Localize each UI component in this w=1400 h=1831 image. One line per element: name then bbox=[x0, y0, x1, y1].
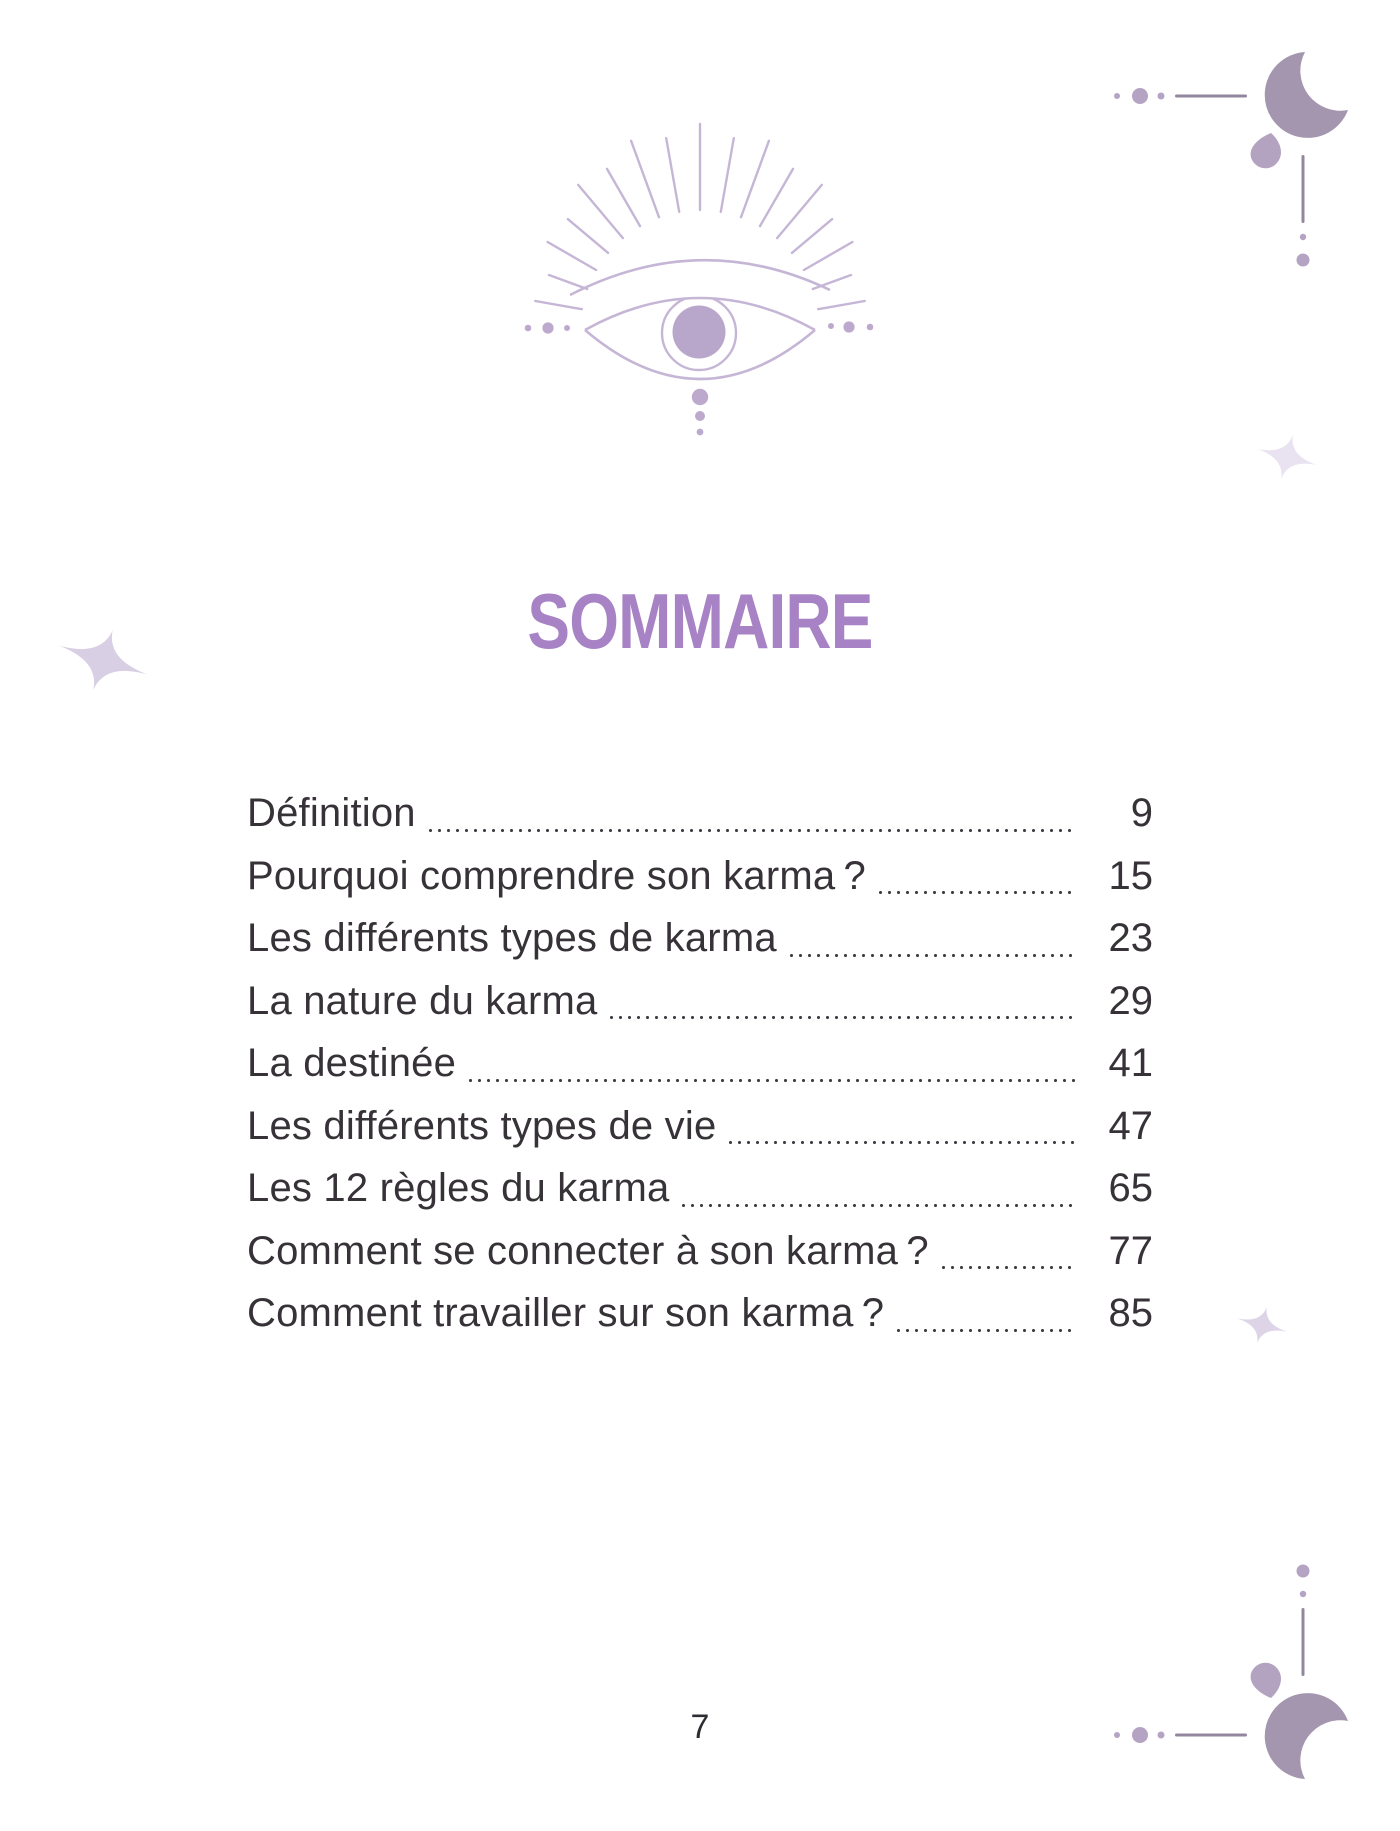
toc-entry-page: 15 bbox=[1108, 853, 1154, 898]
toc-entry-label: Comment travailler sur son karma ? bbox=[247, 1291, 885, 1335]
dot-leader bbox=[938, 1266, 1075, 1269]
dot-leader bbox=[875, 891, 1075, 894]
dot-leader bbox=[466, 1078, 1075, 1082]
toc-entry-page: 41 bbox=[1108, 1041, 1154, 1085]
toc-entry-page: 9 bbox=[1130, 791, 1153, 835]
toc-entry-page: 77 bbox=[1108, 1228, 1154, 1273]
dot-leader bbox=[679, 1203, 1075, 1207]
dot-leader bbox=[425, 828, 1075, 832]
sparkle-icon bbox=[1234, 1300, 1290, 1350]
toc-row: La nature du karma 29 bbox=[247, 970, 1153, 1033]
toc-entry-label: Les différents types de karma bbox=[247, 916, 777, 960]
toc-entry-page: 65 bbox=[1108, 1166, 1154, 1210]
eye-rays bbox=[534, 122, 866, 311]
crescent-moon-ornament-top-icon bbox=[1114, 52, 1348, 267]
toc-row: Comment travailler sur son karma ? 85 bbox=[247, 1282, 1153, 1345]
page-title: SOMMAIRE bbox=[527, 577, 873, 665]
folio-page-number: 7 bbox=[690, 1708, 710, 1746]
table-of-contents: Définition 9 Pourquoi comprendre son kar… bbox=[247, 782, 1153, 1345]
toc-row: La destinée 41 bbox=[247, 1032, 1153, 1095]
toc-row: Les différents types de vie 47 bbox=[247, 1095, 1153, 1158]
toc-row: Définition 9 bbox=[247, 782, 1153, 845]
third-eye-icon bbox=[524, 122, 874, 436]
dot-leader bbox=[607, 1016, 1075, 1019]
toc-entry-label: La destinée bbox=[247, 1041, 457, 1085]
below-dots bbox=[691, 388, 709, 436]
toc-entry-label: Pourquoi comprendre son karma ? bbox=[247, 853, 866, 898]
dot-leader bbox=[894, 1328, 1075, 1332]
side-dots bbox=[524, 321, 874, 334]
toc-entry-label: Les différents types de vie bbox=[247, 1103, 717, 1148]
toc-entry-label: Comment se connecter à son karma ? bbox=[247, 1228, 929, 1273]
dot-leader bbox=[726, 1141, 1075, 1144]
toc-row: Les 12 règles du karma 65 bbox=[247, 1157, 1153, 1220]
dot-leader bbox=[786, 953, 1075, 957]
toc-entry-label: Les 12 règles du karma bbox=[247, 1166, 670, 1210]
upper-lid bbox=[584, 296, 816, 332]
toc-entry-label: Définition bbox=[247, 791, 416, 835]
toc-row: Pourquoi comprendre son karma ? 15 bbox=[247, 845, 1153, 908]
toc-entry-page: 85 bbox=[1108, 1291, 1154, 1335]
toc-entry-page: 29 bbox=[1108, 978, 1154, 1023]
iris-outline bbox=[660, 298, 738, 372]
crescent-moon-ornament-bottom-icon bbox=[1114, 1564, 1348, 1779]
sparkle-icon bbox=[1253, 427, 1321, 487]
toc-row: Les différents types de karma 23 bbox=[247, 907, 1153, 970]
lower-lid bbox=[584, 329, 816, 381]
toc-entry-page: 47 bbox=[1108, 1103, 1154, 1148]
brow-arc bbox=[569, 258, 831, 297]
toc-row: Comment se connecter à son karma ? 77 bbox=[247, 1220, 1153, 1283]
toc-entry-label: La nature du karma bbox=[247, 978, 598, 1023]
toc-entry-page: 23 bbox=[1108, 916, 1154, 960]
pupil bbox=[672, 305, 726, 359]
